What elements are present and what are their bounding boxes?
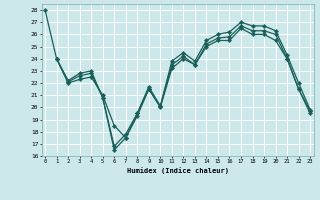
- X-axis label: Humidex (Indice chaleur): Humidex (Indice chaleur): [127, 167, 228, 174]
